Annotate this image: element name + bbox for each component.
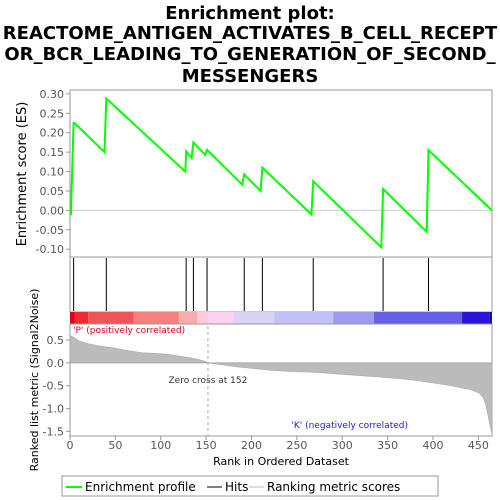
color-bar-segment [207, 312, 234, 324]
metric-y-tick-label: 0.5 [47, 334, 65, 347]
chart-title: Enrichment plot: REACTOME_ANTIGEN_ACTIVA… [3, 3, 498, 87]
ranking-metric-area-path [69, 334, 493, 434]
x-tick-label: 200 [241, 439, 262, 452]
x-tick-label: 250 [286, 439, 307, 452]
es-y-tick-label: 0.20 [40, 127, 65, 140]
x-tick-label: 450 [468, 439, 489, 452]
color-bar-segment [88, 312, 134, 324]
legend-enrichment-label: Enrichment profile [85, 480, 196, 494]
es-y-tick-label: 0.05 [40, 185, 65, 198]
es-y-tick-label: -0.10 [36, 243, 64, 256]
x-axis-label: Rank in Ordered Dataset [213, 455, 350, 468]
title-line-4: MESSENGERS [182, 66, 319, 87]
es-y-tick-label: 0.15 [40, 146, 65, 159]
color-bar-segment [374, 312, 463, 324]
x-tick-label: 300 [332, 439, 353, 452]
hits-marks [73, 258, 429, 311]
color-bar-segment [70, 312, 75, 324]
title-line-2: REACTOME_ANTIGEN_ACTIVATES_B_CELL_RECEPT [3, 23, 498, 44]
color-bar-segment [178, 312, 198, 324]
title-line-3: OR_BCR_LEADING_TO_GENERATION_OF_SECOND_ [4, 44, 495, 65]
x-tick-label: 50 [108, 439, 122, 452]
negative-correlated-label: 'K' (negatively correlated) [291, 421, 408, 431]
x-tick-label: 350 [377, 439, 398, 452]
x-axis-ticks: 0 50 100 150 200 250 300 350 400 450 [67, 436, 489, 452]
enrichment-profile-line [69, 96, 493, 250]
color-bar-segment [74, 312, 89, 324]
legend-frame [61, 475, 439, 497]
metric-y-tick-label: -1.5 [43, 425, 64, 438]
legend-metric-label: Ranking metric scores [267, 480, 400, 494]
title-line-1: Enrichment plot: [165, 3, 335, 24]
color-bar-segment [489, 312, 492, 324]
metric-y-tick-label: 0.0 [47, 357, 65, 370]
es-y-axis-label: Enrichment score (ES) [15, 102, 30, 247]
hits-panel-frame [69, 256, 493, 313]
x-tick-label: 100 [150, 439, 171, 452]
color-bar-segment [333, 312, 375, 324]
color-bar-segment [197, 312, 208, 324]
color-bar-segment [274, 312, 334, 324]
x-tick-label: 400 [423, 439, 444, 452]
es-y-tick-label: 0.30 [40, 88, 65, 101]
ranking-color-bar [70, 312, 492, 324]
metric-y-ticks: 0.5 0.0 -0.5 -1.0 -1.5 [43, 334, 70, 438]
x-tick-label: 0 [67, 439, 74, 452]
color-bar-segment [133, 312, 179, 324]
es-y-tick-label: 0.00 [40, 204, 65, 217]
legend-hits-label: Hits [225, 480, 248, 494]
positive-correlated-label: 'P' (positively correlated) [73, 326, 185, 336]
es-y-tick-label: -0.05 [36, 224, 64, 237]
zero-cross-label: Zero cross at 152 [169, 376, 248, 386]
color-bar-segment [462, 312, 490, 324]
metric-y-axis-label: Ranked list metric (Signal2Noise) [28, 289, 41, 472]
es-y-tick-label: 0.10 [40, 166, 65, 179]
color-bar-segment [233, 312, 275, 324]
es-y-tick-label: 0.25 [40, 107, 65, 120]
metric-y-tick-label: -1.0 [43, 403, 64, 416]
metric-y-tick-label: -0.5 [43, 380, 64, 393]
es-y-ticks: 0.30 0.25 0.20 0.15 0.10 0.05 0.00 -0.05 -0.10 [36, 88, 70, 256]
x-tick-label: 150 [196, 439, 217, 452]
es-panel-frame [69, 89, 493, 258]
ranked-metric-area [69, 334, 493, 434]
